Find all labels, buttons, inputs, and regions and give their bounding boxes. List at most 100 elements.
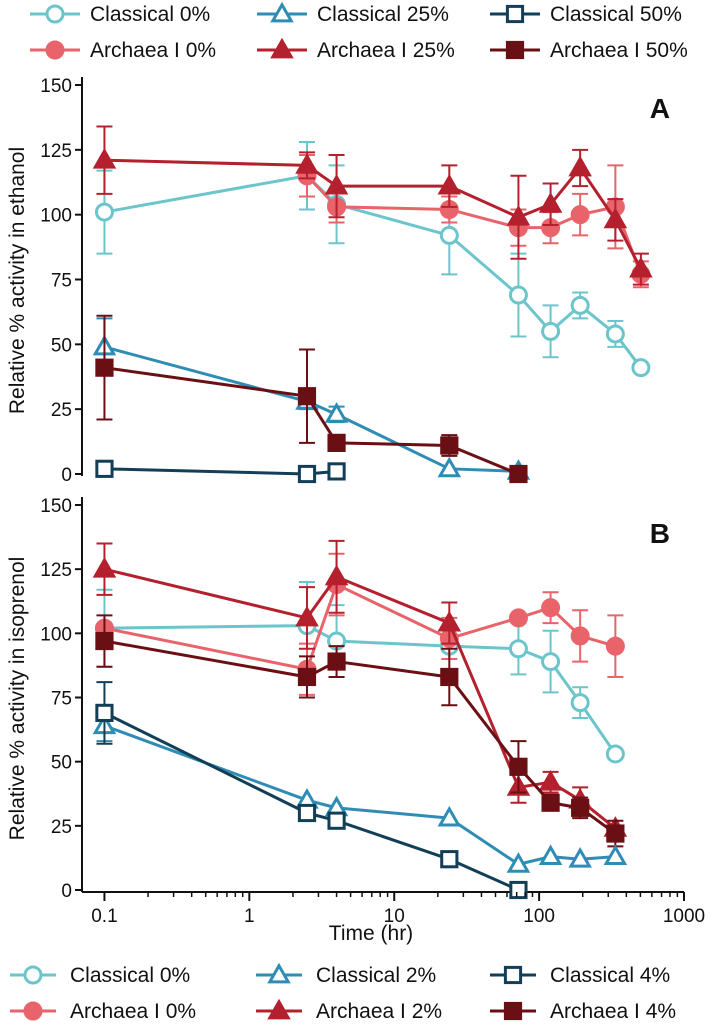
series-classical-4- [95,681,528,900]
series-archaea-i-2- [92,539,628,837]
legend-item-archaea-i-25-: Archaea I 25% [257,37,455,62]
data-point [570,693,590,713]
series-line [103,724,616,866]
data-point [629,256,653,278]
data-point [437,456,462,478]
legend-top: Classical 0% Classical 25% Classical 50% Ar… [30,1,688,62]
legend-item-classical-0-: Classical 0% [10,964,190,987]
data-point [538,844,563,866]
legend-item-archaea-i-0-: Archaea I 0% [10,1000,196,1023]
y-tick-label: 0 [61,465,72,486]
data-point [568,846,592,868]
legend-label: Archaea I 4% [550,1000,676,1023]
x-tick-label: 0.1 [91,906,117,927]
y-tick-label: 50 [51,753,72,774]
data-point [509,880,528,900]
data-point [95,703,114,722]
y-tick-label: 150 [40,496,72,517]
series-archaea-i-25- [92,125,653,286]
data-point [324,402,349,423]
data-point [538,769,563,791]
legend-label: Classical 2% [316,964,436,987]
data-point [541,598,561,618]
legend-label: Archaea I 0% [90,39,216,62]
legend-marker [503,1001,523,1021]
data-point [327,433,346,452]
data-point [541,652,561,672]
legend-item-classical-50-: Classical 50% [490,3,682,26]
legend-label: Archaea I 2% [316,1000,442,1023]
series-line [104,639,617,835]
data-point [506,205,531,226]
data-point [605,324,625,344]
x-axis: 0.1 1 10 100 1000 Time (hr) [91,892,705,945]
legend-marker [505,40,525,60]
legend-label: Classical 0% [90,3,210,26]
data-point [541,321,561,341]
data-point [439,225,459,245]
legend-label: Archaea I 50% [550,39,688,62]
legend-marker [270,1,294,23]
legend-marker [270,37,294,59]
legend-item-classical-0-: Classical 0% [30,3,210,26]
data-point [568,155,592,177]
data-point [440,850,459,869]
legend-marker [45,4,65,24]
data-point [437,805,462,827]
data-point [570,626,590,646]
y-axis-title: Relative % activity in ethanol [6,147,29,414]
y-tick-label: 75 [51,689,72,710]
y-tick-label: 100 [40,206,72,227]
data-point [327,652,346,671]
x-tick-label: 100 [523,906,555,927]
data-point [570,205,590,225]
series-classical-50- [95,459,346,484]
legend-item-classical-2-: Classical 2% [256,962,436,987]
panel-a: 0 25 50 75 100 125 150 Relative % activity in e… [6,76,670,486]
data-point [295,605,319,627]
legend-marker [503,965,523,985]
y-tick-label: 125 [40,141,72,162]
x-axis-title: Time (hr) [329,922,413,945]
data-point [297,803,317,823]
legend-marker [23,965,43,985]
data-point [297,667,317,687]
legend-bottom: Classical 0% Classical 2% Classical 4% Arch… [10,962,676,1023]
data-point [508,608,528,628]
y-tick-label: 50 [51,335,72,356]
legend-marker [45,40,65,60]
y-tick-label: 75 [51,271,72,292]
legend-item-archaea-i-2-: Archaea I 2% [256,998,442,1023]
series-archaea-i-4- [95,614,625,848]
data-point [437,610,462,632]
legend-label: Classical 50% [550,3,682,26]
legend-label: Classical 0% [70,964,190,987]
legend-item-classical-4-: Classical 4% [490,964,670,987]
data-point [508,639,528,659]
series-archaea-i-0- [297,154,651,289]
data-point [327,462,346,481]
data-point [571,798,590,817]
y-tick-label: 25 [51,817,72,838]
legend-marker [267,962,291,984]
data-point [570,295,590,315]
data-point [324,173,349,195]
legend-marker [23,1001,43,1021]
data-point [92,147,117,169]
data-point [508,285,528,305]
series-classical-2- [92,709,628,873]
data-point [324,564,349,586]
data-point [440,436,459,455]
y-tick-label: 125 [40,560,72,581]
legend-marker [267,998,291,1020]
data-point [506,852,531,873]
legend-item-classical-25-: Classical 25% [257,1,449,26]
x-tick-label: 1 [244,906,255,927]
y-tick-label: 25 [51,400,72,421]
series-line [104,174,643,369]
legend-label: Classical 25% [317,3,449,26]
y-tick-label: 150 [40,76,72,97]
data-point [631,358,651,378]
